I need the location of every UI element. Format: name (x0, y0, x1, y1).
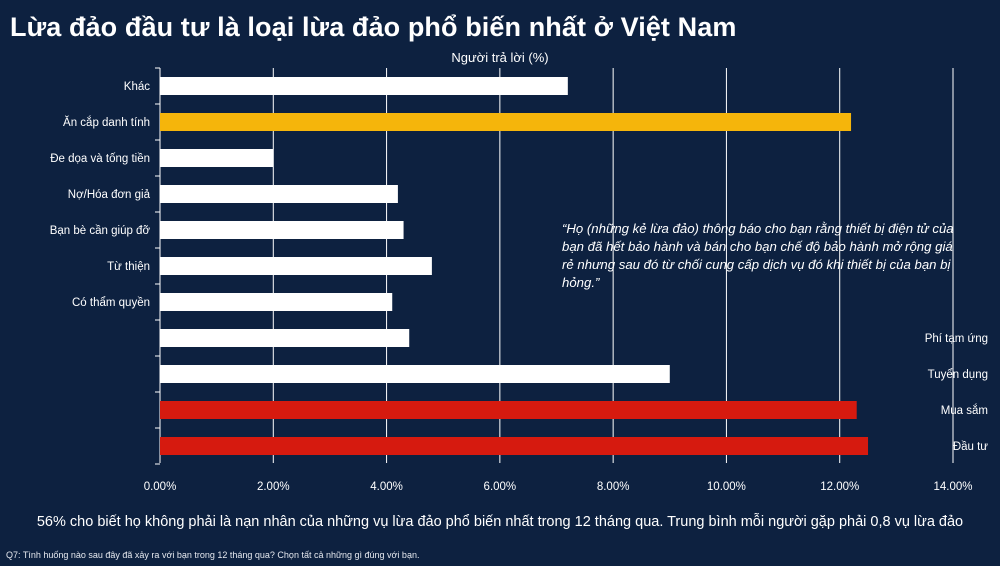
y-axis (155, 67, 161, 465)
x-tick-labels: 0.00% 2.00% 4.00% 6.00% 8.00% 10.00% 12.00% 14.… (144, 481, 973, 493)
category-label: Khác (124, 81, 150, 93)
footnote: Q7: Tình huống nào sau đây đã xảy ra với… (6, 550, 420, 560)
category-label: Phí tạm ứng (925, 333, 988, 345)
summary-text: 56% cho biết họ không phải là nạn nhân c… (36, 514, 964, 530)
bar (160, 437, 869, 455)
quote-text: “Họ (những kẻ lừa đảo) thông báo cho bạn… (562, 221, 954, 290)
x-tick-label: 2.00% (257, 481, 290, 493)
x-tick-label: 0.00% (144, 481, 177, 493)
x-tick-label: 12.00% (820, 481, 859, 493)
x-tick-label: 6.00% (484, 481, 517, 493)
category-label: Có thẩm quyền (72, 297, 150, 309)
x-tick-label: 8.00% (597, 481, 630, 493)
category-label: Tuyển dụng (928, 369, 988, 381)
bar (160, 221, 404, 239)
bar (160, 365, 670, 383)
bar (160, 329, 410, 347)
category-labels: Khác Ăn cắp danh tính Đe dọa và tống tiền N… (50, 81, 989, 453)
x-tick-label: 14.00% (933, 481, 972, 493)
bars-group (160, 77, 869, 455)
x-tick-label: 10.00% (707, 481, 746, 493)
bar (160, 113, 852, 131)
bar (160, 185, 398, 203)
category-label: Ăn cắp danh tính (63, 116, 150, 129)
axis-title: Người trả lời (%) (451, 50, 549, 65)
category-label: Mua sắm (941, 404, 988, 417)
category-label: Nợ/Hóa đơn giả (68, 189, 151, 201)
bar (160, 77, 568, 95)
bar (160, 257, 432, 275)
x-tick-label: 4.00% (370, 481, 403, 493)
bar (160, 293, 393, 311)
chart-title: Lừa đảo đầu tư là loại lừa đảo phổ biến … (10, 12, 737, 42)
bar (160, 401, 857, 419)
category-label: Đầu tư (953, 441, 988, 453)
category-label: Bạn bè cần giúp đỡ (50, 225, 151, 237)
bar (160, 149, 274, 167)
category-label: Từ thiện (107, 261, 150, 273)
category-label: Đe dọa và tống tiền (50, 153, 150, 165)
